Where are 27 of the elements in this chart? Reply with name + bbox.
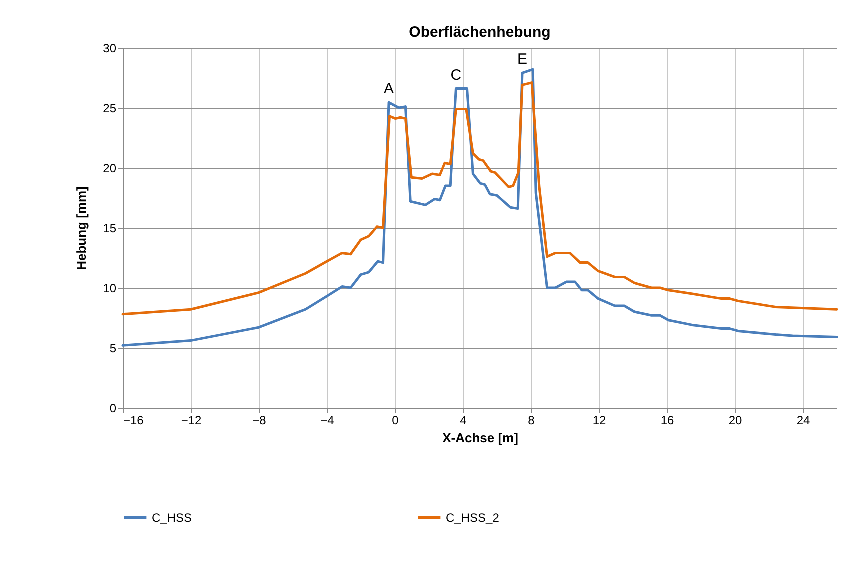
x-tick-label: −16: [124, 414, 144, 428]
y-tick-label: 20: [103, 162, 117, 176]
x-tick-label: 8: [528, 414, 536, 428]
annotation: A: [384, 80, 394, 98]
y-tick-label: 10: [103, 282, 117, 296]
x-tick-label: 12: [592, 414, 606, 428]
x-tick-label: 20: [728, 414, 742, 428]
x-tick-label: −4: [320, 414, 335, 428]
y-tick-label: 30: [103, 42, 117, 56]
x-tick-label: 16: [660, 414, 674, 428]
x-tick-label: 0: [392, 414, 400, 428]
x-axis-title: X-Achse [m]: [442, 430, 518, 446]
annotation: E: [517, 51, 528, 68]
legend-label: C_HSS_2: [446, 510, 500, 525]
y-tick-label: 5: [110, 342, 117, 356]
y-tick-label: 25: [103, 102, 117, 116]
y-tick-label: 0: [110, 402, 117, 416]
chart-title: Oberflächenhebung: [409, 24, 551, 41]
x-tick-label: −12: [181, 414, 202, 428]
y-tick-label: 15: [103, 222, 117, 236]
legend-label: C_HSS: [152, 510, 192, 525]
annotation: C: [450, 66, 462, 84]
line-series: [122, 82, 838, 316]
y-axis-title: Hebung [mm]: [74, 186, 90, 270]
x-tick-label: 24: [796, 414, 810, 428]
x-tick-label: 4: [460, 414, 468, 428]
x-tick-label: −8: [252, 414, 267, 428]
